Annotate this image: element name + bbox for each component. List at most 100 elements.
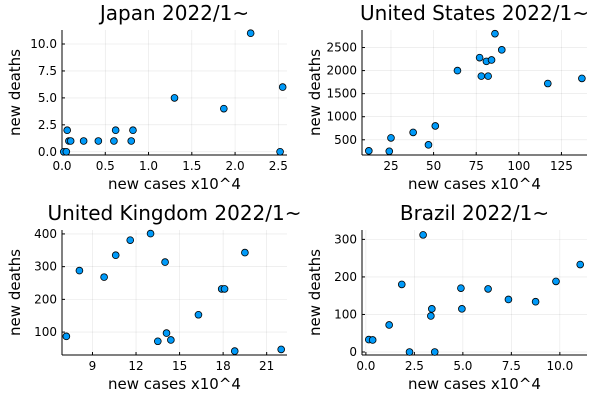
- scatter-point: [397, 280, 406, 289]
- y-tick-label: 10.0: [30, 37, 57, 51]
- scatter-point: [230, 347, 239, 355]
- scatter-point: [578, 74, 586, 83]
- y-tick-label: 1500: [326, 87, 357, 101]
- chart-title: Brazil 2022/1~: [400, 201, 549, 225]
- scatter-point: [111, 126, 120, 135]
- scatter-point: [484, 285, 492, 293]
- x-tick-label: 125: [550, 159, 573, 173]
- scatter-point: [79, 137, 88, 145]
- x-axis-label: new cases x10^4: [108, 375, 241, 393]
- y-tick-label: 5.0: [38, 91, 57, 105]
- scatter-point: [170, 94, 179, 102]
- scatter-point: [491, 29, 499, 38]
- chart-title: Japan 2022/1~: [98, 1, 249, 25]
- chart-title: United States 2022/1~: [360, 1, 589, 25]
- scatter-point: [241, 248, 249, 257]
- scatter-point: [246, 29, 255, 38]
- x-tick-label: 7.5: [502, 359, 521, 373]
- axes: 25 50 75 100 125 500 1000 1500 2000 2500: [326, 30, 587, 173]
- panel-japan: Japan 2022/1~ new cases x10^4 new deaths…: [6, 1, 288, 193]
- x-tick-label: 2.0: [226, 159, 245, 173]
- x-tick-label: 0.5: [96, 159, 115, 173]
- scatter-point: [457, 284, 465, 292]
- scatter-point: [277, 345, 285, 354]
- scatter-point: [162, 329, 171, 337]
- axes: 9 12 15 18 21 100 200 300 400: [34, 227, 287, 373]
- x-axis-label: new cases x10^4: [408, 175, 541, 193]
- y-tick-label: 2.5: [38, 118, 57, 132]
- y-tick-label: 300: [34, 260, 57, 274]
- y-tick-label: 7.5: [38, 64, 57, 78]
- x-tick-label: 5.0: [453, 359, 472, 373]
- scatter-point: [497, 46, 506, 54]
- scatter-point: [126, 236, 135, 244]
- x-tick-label: 0.0: [356, 359, 375, 373]
- scatter-point: [428, 305, 436, 313]
- axes: 0.0 2.5 5.0 7.5 10.0 0 100 200 300: [334, 230, 587, 373]
- scatter-point: [475, 53, 484, 62]
- scatter-point: [167, 336, 175, 344]
- scatter-point: [405, 348, 414, 356]
- panel-united-kingdom: United Kingdom 2022/1~ new cases x10^4 n…: [6, 201, 302, 393]
- y-tick-label: 1000: [326, 110, 357, 124]
- x-tick-label: 15: [172, 359, 187, 373]
- scatter-point: [75, 266, 84, 275]
- x-tick-label: 21: [259, 359, 274, 373]
- scatter-point: [66, 137, 75, 145]
- gridlines: [362, 230, 587, 355]
- x-tick-label: 50: [426, 159, 441, 173]
- scatter-point: [111, 251, 120, 259]
- y-axis-label: new deaths: [306, 249, 324, 336]
- y-tick-label: 0: [349, 345, 357, 359]
- scatter-point: [194, 310, 203, 319]
- y-tick-label: 500: [334, 133, 357, 147]
- scatter-point: [110, 137, 118, 145]
- scatter-point: [430, 348, 439, 356]
- scatter-point: [220, 104, 228, 113]
- scatter-point: [431, 122, 440, 130]
- scatter-point: [278, 83, 287, 91]
- scatter-point: [62, 147, 71, 156]
- scatter-point: [576, 260, 585, 269]
- scatter-point: [427, 312, 435, 320]
- y-tick-label: 0.0: [38, 145, 57, 159]
- x-tick-label: 75: [469, 159, 484, 173]
- y-axis-label: new deaths: [6, 49, 24, 136]
- chart-title: United Kingdom 2022/1~: [47, 201, 301, 225]
- x-tick-label: 0.0: [52, 159, 71, 173]
- scatter-point: [365, 147, 373, 155]
- scatter-point: [531, 297, 540, 306]
- x-tick-label: 10.0: [546, 359, 573, 373]
- scatter-point: [552, 277, 560, 286]
- scatter-point: [385, 147, 394, 156]
- y-axis-label: new deaths: [306, 49, 324, 136]
- scatter-point: [409, 128, 417, 137]
- scatter-point: [129, 126, 137, 135]
- y-tick-label: 100: [334, 307, 357, 321]
- scatter-point: [94, 137, 103, 145]
- data-points: [59, 29, 287, 156]
- scatter-point: [154, 337, 162, 346]
- x-axis-label: new cases x10^4: [108, 175, 241, 193]
- scatter-point: [487, 56, 496, 64]
- y-axis-label: new deaths: [6, 249, 24, 336]
- scatter-point: [458, 305, 466, 313]
- scatter-point: [220, 285, 229, 293]
- scatter-point: [543, 79, 552, 88]
- x-axis-label: new cases x10^4: [408, 375, 541, 393]
- axes: 0.0 0.5 1.0 1.5 2.0 2.5 0.0 2.5 5.0 7.5 10.0: [30, 30, 288, 173]
- scatter-point: [161, 258, 169, 266]
- scatter-point: [419, 231, 427, 239]
- y-tick-label: 2000: [326, 64, 357, 78]
- panel-brazil: Brazil 2022/1~ new cases x10^4 new death…: [306, 201, 587, 393]
- x-tick-label: 2.5: [269, 159, 288, 173]
- x-tick-label: 25: [383, 159, 398, 173]
- scatter-point: [368, 336, 377, 344]
- y-tick-label: 400: [34, 227, 57, 241]
- x-tick-label: 9: [89, 359, 97, 373]
- data-points: [62, 229, 285, 355]
- gridlines: [362, 30, 587, 155]
- y-tick-label: 200: [34, 292, 57, 306]
- scatter-point: [424, 141, 433, 149]
